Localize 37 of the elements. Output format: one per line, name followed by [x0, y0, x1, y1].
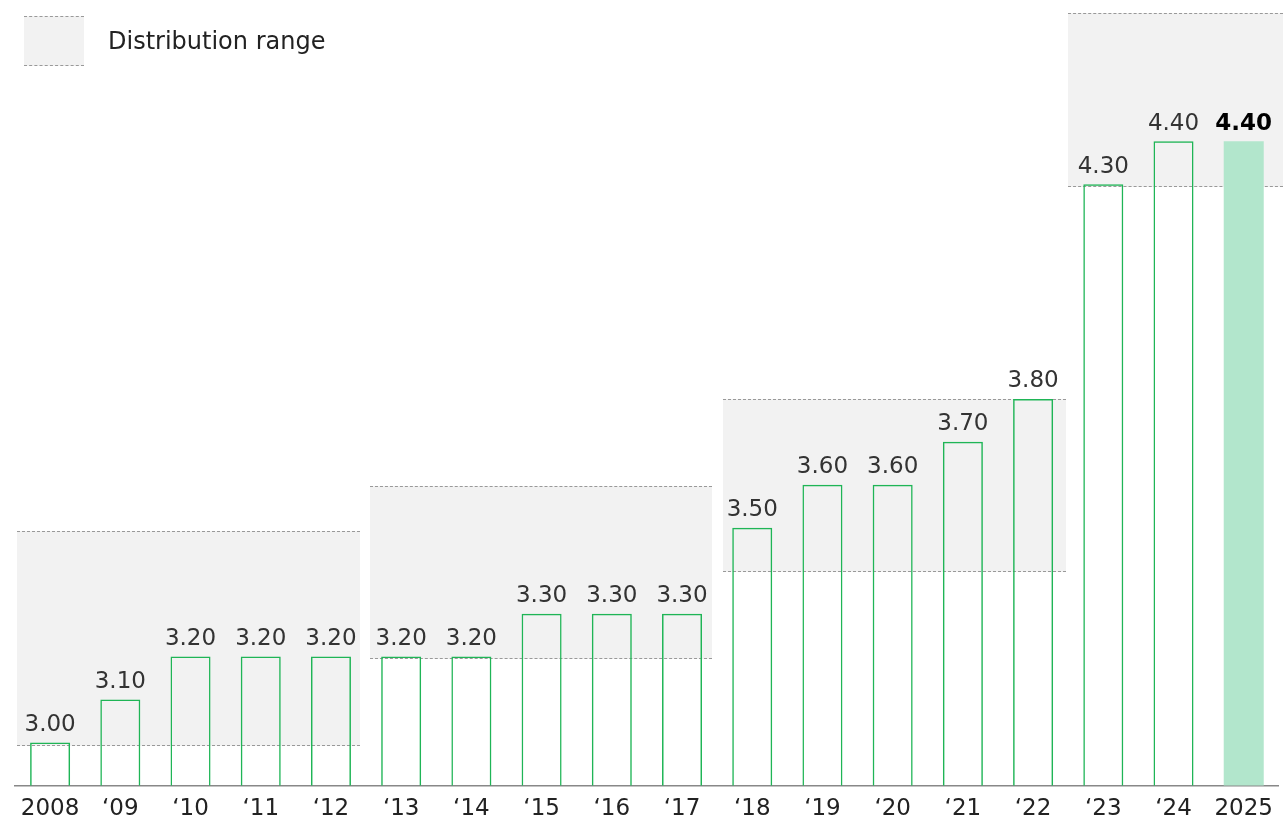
- data-label: 3.10: [94, 666, 146, 693]
- data-label: 3.60: [867, 452, 919, 479]
- data-label: 3.60: [796, 452, 849, 479]
- x-tick-label: ‘10: [172, 794, 209, 821]
- data-label: 3.00: [24, 709, 76, 736]
- x-tick-label: ‘11: [242, 794, 280, 821]
- x-tick-label: ‘13: [382, 794, 420, 821]
- data-label: 3.20: [445, 624, 497, 651]
- data-label: 3.20: [235, 624, 287, 651]
- x-tick-label: ‘16: [593, 794, 631, 821]
- x-tick-label: ‘12: [312, 794, 350, 821]
- x-tick-label: ‘09: [102, 794, 139, 821]
- data-label: 3.80: [1007, 366, 1059, 393]
- data-label: 3.20: [305, 624, 357, 651]
- data-label: 3.30: [515, 581, 568, 608]
- data-label: 4.40: [1147, 108, 1200, 135]
- x-tick-label: ‘19: [804, 794, 841, 821]
- data-label: 3.20: [375, 624, 427, 651]
- x-tick-label: 2025: [1214, 794, 1274, 821]
- data-label: 3.20: [164, 624, 217, 651]
- x-tick-label: ‘20: [874, 794, 911, 821]
- x-tick-label: ‘21: [944, 794, 982, 821]
- x-tick-label: ‘17: [663, 794, 701, 821]
- x-tick-label: ‘14: [453, 794, 490, 821]
- x-tick-label: ‘24: [1155, 794, 1192, 821]
- x-tick-label: 2008: [20, 794, 80, 821]
- x-tick-label: ‘22: [1014, 794, 1052, 821]
- data-label: 3.50: [726, 495, 778, 522]
- data-label: 3.70: [937, 409, 989, 436]
- x-tick-label: ‘23: [1085, 794, 1122, 821]
- x-tick-label: ‘18: [733, 794, 771, 821]
- data-label: 3.30: [656, 581, 708, 608]
- data-label: 4.30: [1077, 151, 1129, 178]
- data-label: 4.40: [1215, 108, 1273, 135]
- x-tick-label: ‘15: [523, 794, 560, 821]
- text: Distribution range: [108, 27, 326, 55]
- data-label: 3.30: [586, 581, 638, 608]
